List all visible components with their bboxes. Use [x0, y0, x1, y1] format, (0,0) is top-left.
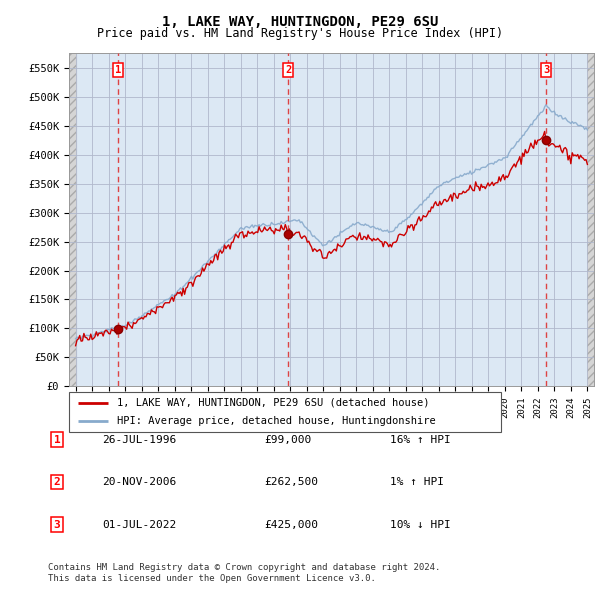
Text: 1% ↑ HPI: 1% ↑ HPI	[390, 477, 444, 487]
Text: 10% ↓ HPI: 10% ↓ HPI	[390, 520, 451, 529]
Text: 20-NOV-2006: 20-NOV-2006	[102, 477, 176, 487]
Text: 3: 3	[53, 520, 61, 529]
Text: 3: 3	[543, 65, 549, 75]
Text: Contains HM Land Registry data © Crown copyright and database right 2024.
This d: Contains HM Land Registry data © Crown c…	[48, 563, 440, 583]
Text: 2: 2	[53, 477, 61, 487]
Text: Price paid vs. HM Land Registry's House Price Index (HPI): Price paid vs. HM Land Registry's House …	[97, 27, 503, 40]
Text: 1: 1	[53, 435, 61, 444]
Text: 1, LAKE WAY, HUNTINGDON, PE29 6SU: 1, LAKE WAY, HUNTINGDON, PE29 6SU	[162, 15, 438, 29]
Text: £99,000: £99,000	[264, 435, 311, 444]
FancyBboxPatch shape	[69, 392, 501, 432]
Text: 16% ↑ HPI: 16% ↑ HPI	[390, 435, 451, 444]
Text: 1: 1	[115, 65, 121, 75]
Text: £425,000: £425,000	[264, 520, 318, 529]
Text: 01-JUL-2022: 01-JUL-2022	[102, 520, 176, 529]
Text: 2: 2	[286, 65, 292, 75]
Bar	[69, 53, 76, 386]
Text: 26-JUL-1996: 26-JUL-1996	[102, 435, 176, 444]
Text: £262,500: £262,500	[264, 477, 318, 487]
Bar	[587, 53, 594, 386]
Text: HPI: Average price, detached house, Huntingdonshire: HPI: Average price, detached house, Hunt…	[116, 415, 435, 425]
Text: 1, LAKE WAY, HUNTINGDON, PE29 6SU (detached house): 1, LAKE WAY, HUNTINGDON, PE29 6SU (detac…	[116, 398, 429, 408]
Bar	[69, 53, 76, 386]
